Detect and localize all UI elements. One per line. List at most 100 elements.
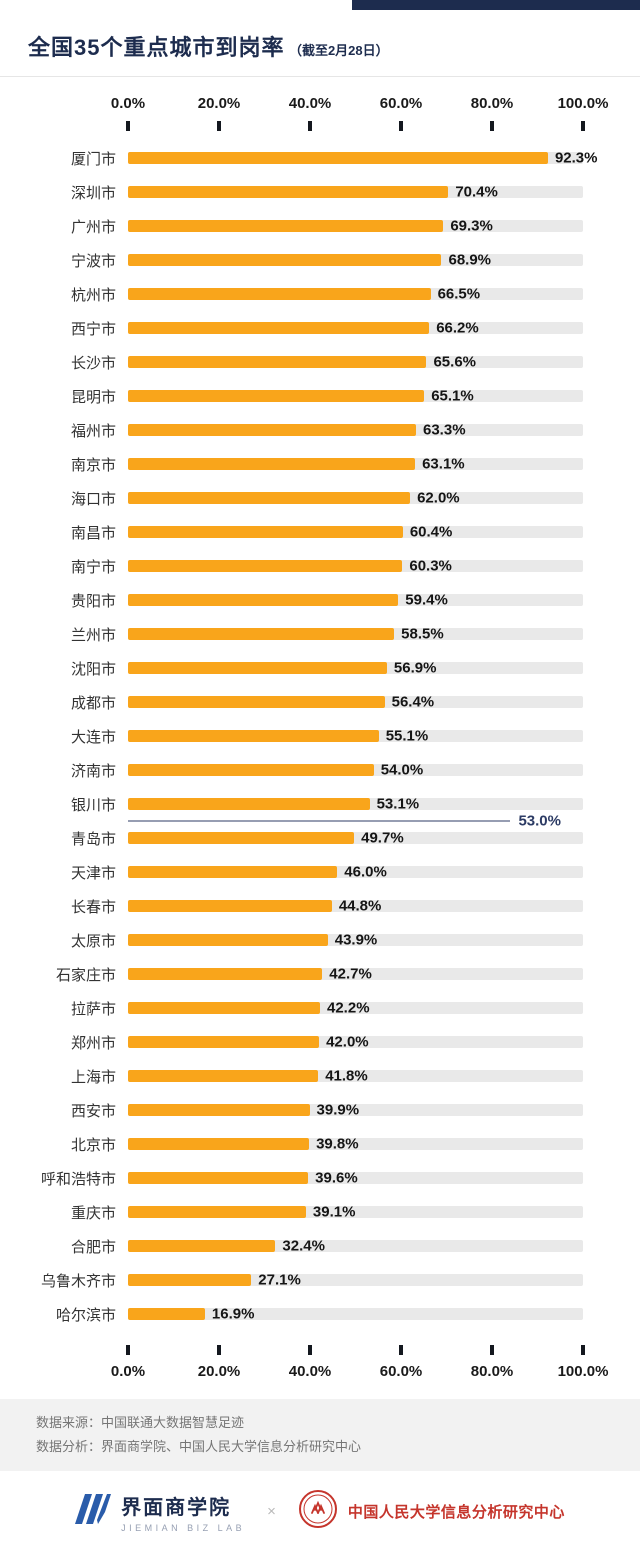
bar-row: 南昌市 60.4% bbox=[0, 515, 640, 549]
city-label: 南昌市 bbox=[70, 524, 116, 542]
data-analysis-line: 数据分析：界面商学院、中国人民大学信息分析研究中心 bbox=[36, 1439, 362, 1454]
axis-tick-mark bbox=[581, 1345, 585, 1355]
bar-row: 西宁市 66.2% bbox=[0, 311, 640, 345]
bar-track: 39.9% bbox=[128, 1102, 583, 1119]
bar-row: 宁波市 68.9% bbox=[0, 243, 640, 277]
ruc-name: 中国人民大学信息分析研究中心 bbox=[347, 1504, 565, 1521]
bar bbox=[128, 1206, 306, 1218]
bar bbox=[128, 730, 379, 742]
bar bbox=[128, 526, 403, 538]
city-label: 西安市 bbox=[70, 1102, 116, 1120]
value-label: 54.0% bbox=[380, 761, 424, 779]
city-label: 哈尔滨市 bbox=[55, 1306, 116, 1324]
bar bbox=[128, 594, 399, 606]
bar-row: 广州市 69.3% bbox=[0, 209, 640, 243]
bar bbox=[128, 1172, 309, 1184]
reference-line: 53.0% bbox=[128, 813, 583, 830]
bar-row: 济南市 54.0% bbox=[0, 753, 640, 787]
axis-tick-label: 60.0% bbox=[379, 95, 423, 112]
axis-tick-label: 20.0% bbox=[197, 95, 241, 112]
jiemian-brand-text: 界面商学院 JIEMIAN BIZ LAB bbox=[121, 1491, 245, 1533]
bar-row: 银川市 53.1% bbox=[0, 787, 640, 821]
bar bbox=[128, 356, 427, 368]
value-label: 69.3% bbox=[450, 217, 493, 235]
axis-tick-mark bbox=[217, 121, 221, 131]
value-label: 56.9% bbox=[393, 659, 437, 677]
axis-tick-mark bbox=[308, 1345, 312, 1355]
bar-chart: 0.0% 20.0% 40.0% 60.0% 80.0% 100.0% 厦门市 92.3% 深… bbox=[0, 77, 640, 1381]
city-label: 乌鲁木齐市 bbox=[40, 1272, 116, 1290]
value-label: 63.1% bbox=[422, 455, 465, 473]
bar-track: 58.5% bbox=[128, 625, 583, 643]
bar bbox=[128, 186, 449, 198]
value-label: 53.1% bbox=[376, 795, 420, 813]
x-axis-top-labels: 0.0% 20.0% 40.0% 60.0% 80.0% 100.0% bbox=[111, 95, 609, 113]
bar-track: 46.0% bbox=[128, 864, 583, 881]
bar bbox=[128, 1104, 310, 1116]
bar-track: 66.2% bbox=[128, 320, 583, 337]
city-label: 厦门市 bbox=[70, 150, 116, 168]
bar bbox=[128, 288, 431, 300]
bar-track: 68.9% bbox=[128, 252, 583, 269]
bar-row: 拉萨市 42.2% bbox=[0, 991, 640, 1025]
x-axis-bottom-labels: 0.0% 20.0% 40.0% 60.0% 80.0% 100.0% bbox=[111, 1363, 609, 1381]
city-label: 合肥市 bbox=[70, 1238, 116, 1256]
city-label: 深圳市 bbox=[70, 184, 116, 202]
bar-track: 32.4% bbox=[128, 1237, 583, 1255]
axis-tick-label: 80.0% bbox=[470, 95, 514, 112]
bar-track: 54.0% bbox=[128, 761, 583, 779]
value-label: 60.3% bbox=[409, 557, 452, 575]
value-label: 42.2% bbox=[327, 999, 370, 1017]
city-label: 济南市 bbox=[70, 762, 116, 780]
bar-track: 42.2% bbox=[128, 999, 583, 1017]
reference-line-rule bbox=[128, 820, 511, 822]
axis-tick-label: 80.0% bbox=[470, 1363, 514, 1380]
value-label: 42.7% bbox=[329, 965, 372, 983]
data-source-footer: 数据来源：中国联通大数据智慧足迹 数据分析：界面商学院、中国人民大学信息分析研究… bbox=[0, 1399, 640, 1471]
value-label: 66.5% bbox=[437, 285, 481, 303]
axis-tick-mark bbox=[399, 1345, 403, 1355]
city-label: 大连市 bbox=[70, 728, 116, 746]
bar-track: 65.1% bbox=[128, 388, 583, 405]
bar-track: 56.4% bbox=[128, 694, 583, 711]
bar-track: 92.3% bbox=[128, 150, 598, 167]
city-label: 郑州市 bbox=[70, 1034, 116, 1052]
bar-track: 56.9% bbox=[128, 659, 583, 677]
city-label: 宁波市 bbox=[70, 252, 116, 270]
bar bbox=[128, 1002, 320, 1014]
bar-track: 42.7% bbox=[128, 965, 583, 983]
bar-row: 上海市 41.8% bbox=[0, 1059, 640, 1093]
bar-track: 43.9% bbox=[128, 931, 583, 949]
bar-row: 兰州市 58.5% bbox=[0, 617, 640, 651]
value-label: 49.7% bbox=[361, 829, 404, 847]
bar-row: 哈尔滨市 16.9% bbox=[0, 1297, 640, 1331]
bar-row: 贵阳市 59.4% bbox=[0, 583, 640, 617]
value-label: 32.4% bbox=[282, 1237, 325, 1255]
city-label: 南京市 bbox=[70, 456, 116, 474]
page-title: 全国35个重点城市到岗率 bbox=[28, 35, 285, 60]
bar-track: 39.6% bbox=[128, 1170, 583, 1187]
value-label: 41.8% bbox=[325, 1067, 368, 1085]
jiemian-name: 界面商学院 bbox=[121, 1496, 232, 1519]
city-label: 上海市 bbox=[70, 1068, 116, 1086]
bar bbox=[128, 152, 548, 164]
axis-tick-label: 0.0% bbox=[110, 95, 146, 112]
bar-row: 北京市 39.8% bbox=[0, 1127, 640, 1161]
axis-tick-mark bbox=[399, 121, 403, 131]
bar-row: 沈阳市 56.9% bbox=[0, 651, 640, 685]
value-label: 62.0% bbox=[417, 489, 460, 507]
bar-row: 西安市 39.9% bbox=[0, 1093, 640, 1127]
city-label: 成都市 bbox=[70, 694, 116, 712]
value-label: 44.8% bbox=[338, 897, 382, 915]
axis-tick-label: 40.0% bbox=[288, 95, 332, 112]
value-label: 58.5% bbox=[401, 625, 444, 643]
bar-track: 62.0% bbox=[128, 489, 583, 507]
bar bbox=[128, 1274, 252, 1286]
bar bbox=[128, 220, 444, 232]
bar-track: 63.3% bbox=[128, 422, 583, 439]
value-label: 43.9% bbox=[334, 931, 378, 949]
city-label: 长春市 bbox=[70, 898, 116, 916]
axis-tick-mark bbox=[581, 121, 585, 131]
value-label: 27.1% bbox=[258, 1271, 301, 1289]
value-label: 42.0% bbox=[326, 1033, 369, 1051]
